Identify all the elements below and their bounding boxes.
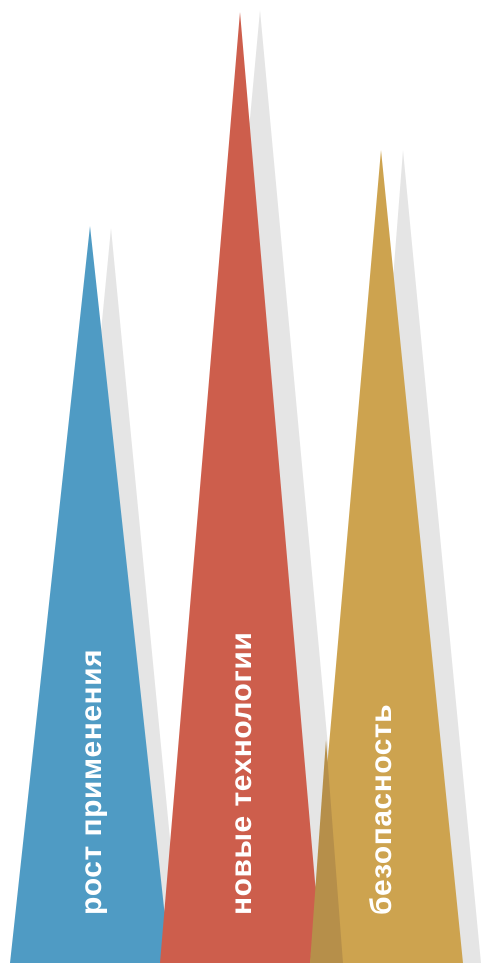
peak-label-safety: безопасность [365,704,398,915]
peak-overlap-shade [310,740,343,963]
peak-blue [10,226,170,963]
peak-label-rost: рост применения [75,649,108,915]
peak-gold [310,150,463,963]
peak-red [160,12,322,963]
peak-label-tech: новые технологии [225,632,258,915]
